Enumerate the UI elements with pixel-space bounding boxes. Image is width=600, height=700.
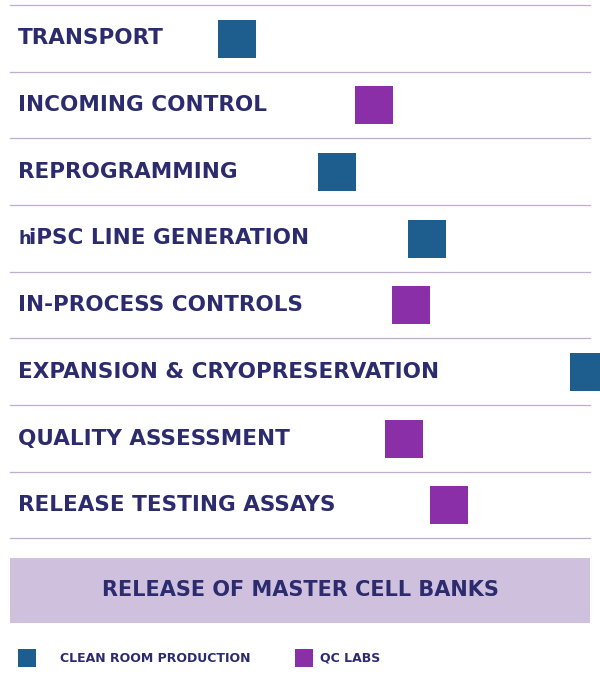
Bar bbox=[385, 419, 423, 458]
Text: RELEASE TESTING ASSAYS: RELEASE TESTING ASSAYS bbox=[18, 495, 335, 515]
Bar bbox=[570, 353, 600, 391]
Bar bbox=[10, 558, 590, 623]
Bar bbox=[318, 153, 356, 190]
Text: TRANSPORT: TRANSPORT bbox=[18, 29, 164, 48]
Text: h: h bbox=[18, 230, 31, 248]
Text: iPSC LINE GENERATION: iPSC LINE GENERATION bbox=[29, 228, 309, 248]
Text: IN-PROCESS CONTROLS: IN-PROCESS CONTROLS bbox=[18, 295, 303, 315]
Text: CLEAN ROOM PRODUCTION: CLEAN ROOM PRODUCTION bbox=[60, 652, 251, 664]
Bar bbox=[18, 649, 36, 667]
Text: EXPANSION & CRYOPRESERVATION: EXPANSION & CRYOPRESERVATION bbox=[18, 361, 439, 382]
Text: QC LABS: QC LABS bbox=[320, 652, 380, 664]
Text: INCOMING CONTROL: INCOMING CONTROL bbox=[18, 95, 267, 115]
Bar bbox=[408, 220, 446, 258]
Bar bbox=[430, 486, 468, 524]
Bar bbox=[355, 86, 393, 124]
Text: REPROGRAMMING: REPROGRAMMING bbox=[18, 162, 238, 181]
Text: QUALITY ASSESSMENT: QUALITY ASSESSMENT bbox=[18, 428, 290, 449]
Bar bbox=[295, 649, 313, 667]
Text: RELEASE OF MASTER CELL BANKS: RELEASE OF MASTER CELL BANKS bbox=[101, 580, 499, 601]
Bar bbox=[392, 286, 430, 324]
Bar bbox=[218, 20, 256, 57]
